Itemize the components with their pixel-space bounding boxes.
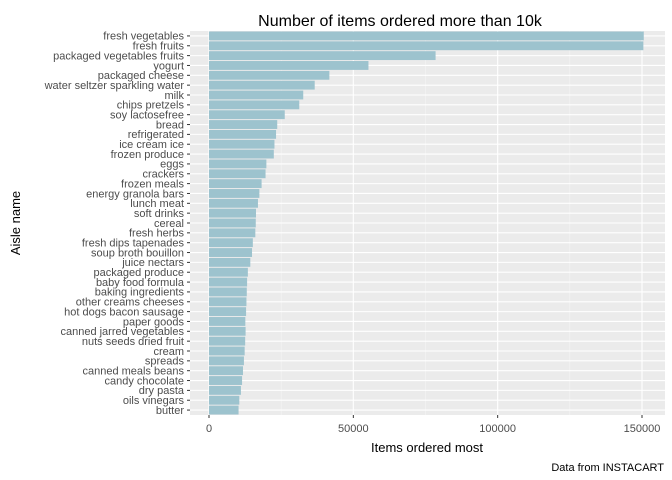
y-tick-label: water seltzer sparkling water: [44, 80, 185, 92]
bar: [209, 100, 300, 110]
y-tick-label: frozen meals: [121, 178, 184, 190]
y-tick-label: crackers: [142, 169, 184, 181]
bar: [209, 41, 644, 51]
caption: Data from INSTACART: [551, 462, 664, 474]
x-tick-label: 150000: [624, 423, 661, 435]
y-tick-label: cereal: [154, 218, 184, 230]
bar: [209, 336, 246, 346]
y-tick-label: fresh vegetables: [103, 31, 184, 43]
y-tick-label: paper goods: [123, 316, 185, 328]
y-tick-label: fresh herbs: [129, 228, 185, 240]
y-tick-label: packaged cheese: [98, 70, 184, 82]
y-tick-label: ice cream ice: [119, 139, 184, 151]
bar: [209, 90, 304, 100]
bar: [209, 277, 248, 287]
x-ticks: 0 50000 100000 150000: [206, 415, 660, 435]
bar: [209, 297, 247, 307]
bar: [209, 70, 330, 80]
bar: [209, 228, 256, 238]
y-tick-label: canned meals beans: [82, 365, 184, 377]
y-tick-label: oils vinegars: [123, 395, 185, 407]
bar: [209, 110, 285, 120]
bar: [209, 149, 274, 159]
bar: [209, 31, 644, 41]
y-tick-label: spreads: [145, 356, 185, 368]
bar: [209, 159, 267, 169]
bar: [209, 395, 240, 405]
y-tick-label: bread: [156, 119, 184, 131]
bar: [209, 326, 246, 336]
y-tick-label: refrigerated: [128, 129, 184, 141]
bar: [209, 248, 253, 257]
x-tick-label: 100000: [479, 423, 516, 435]
y-tick-label: lunch meat: [130, 198, 184, 210]
x-axis-label: Items ordered most: [371, 440, 483, 455]
bar: [209, 307, 247, 317]
y-tick-label: chips pretzels: [117, 100, 185, 112]
x-tick-label: 0: [206, 423, 212, 435]
y-tick-label: canned jarred vegetables: [60, 326, 184, 338]
y-tick-label: candy chocolate: [105, 375, 185, 387]
bar: [209, 120, 278, 129]
bar: [209, 257, 251, 267]
y-tick-label: fresh fruits: [133, 41, 185, 53]
bar: [209, 51, 436, 61]
y-tick-label: other creams cheeses: [76, 297, 185, 309]
bars: [209, 31, 644, 415]
bar: [209, 385, 241, 395]
y-tick-label: soft drinks: [134, 208, 185, 220]
y-tick-label: fresh dips tapenades: [82, 237, 185, 249]
bar: [209, 356, 244, 366]
y-tick-label: baby food formula: [96, 277, 185, 289]
y-tick-label: eggs: [160, 159, 184, 171]
y-tick-label: frozen produce: [111, 149, 184, 161]
bar: [209, 129, 277, 139]
y-tick-label: butter: [156, 405, 184, 417]
y-tick-label: baking ingredients: [95, 287, 185, 299]
bar: [209, 198, 258, 208]
bar: [209, 366, 243, 376]
bar: [209, 287, 247, 297]
bar: [209, 208, 256, 218]
bar: [209, 218, 256, 228]
bar: [209, 376, 243, 385]
y-tick-label: dry pasta: [139, 385, 185, 397]
y-tick-label: hot dogs bacon sausage: [64, 306, 184, 318]
x-tick-label: 50000: [338, 423, 369, 435]
bar: [209, 80, 315, 90]
y-tick-label: milk: [164, 90, 184, 102]
y-tick-label: juice nectars: [121, 257, 184, 269]
bar: [209, 189, 260, 198]
y-tick-label: nuts seeds dried fruit: [82, 336, 184, 348]
bar: [209, 179, 262, 189]
y-tick-label: yogurt: [153, 60, 184, 72]
bar: [209, 169, 266, 179]
bar: [209, 405, 239, 415]
y-tick-label: soy lactosefree: [110, 109, 184, 121]
y-axis-label: Aisle name: [8, 191, 23, 255]
y-tick-label: energy granola bars: [86, 188, 184, 200]
bar: [209, 346, 245, 356]
chart-title: Number of items ordered more than 10k: [258, 13, 543, 30]
bar: [209, 267, 248, 277]
bar: [209, 238, 253, 248]
y-tick-label: soup broth bouillon: [91, 247, 184, 259]
bar: [209, 61, 369, 70]
bar: [209, 139, 275, 149]
y-tick-label: packaged vegetables fruits: [53, 50, 184, 62]
bar: [209, 317, 246, 326]
y-tick-label: packaged produce: [93, 267, 184, 279]
y-tick-label: cream: [153, 346, 184, 358]
